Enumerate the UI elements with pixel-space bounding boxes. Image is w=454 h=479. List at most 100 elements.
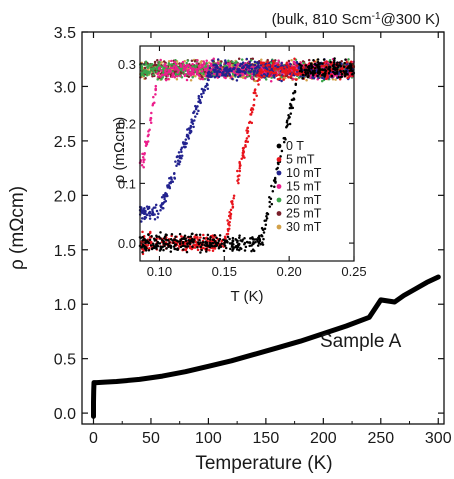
inset-data-point	[203, 244, 206, 247]
inset-data-point	[195, 62, 199, 65]
inset-data-point	[141, 230, 144, 234]
inset-data-point	[281, 70, 284, 74]
inset-data-point	[231, 236, 235, 240]
inset-data-point	[154, 203, 158, 207]
inset-data-point	[223, 239, 227, 242]
inset-data-point	[151, 208, 154, 211]
inset-data-point	[277, 59, 280, 62]
inset-data-point	[307, 74, 310, 78]
legend-marker	[276, 143, 282, 149]
inset-data-point	[173, 247, 176, 251]
inset-data-point	[262, 65, 265, 68]
inset-data-point	[177, 69, 180, 72]
inset-data-point	[192, 125, 195, 129]
inset-data-point	[152, 95, 155, 99]
inset-data-point	[182, 66, 186, 69]
inset-data-point	[156, 59, 159, 62]
inset-data-point	[186, 134, 190, 137]
inset-data-point	[256, 244, 260, 247]
inset-data-point	[317, 68, 320, 72]
inset-data-point	[200, 95, 204, 99]
inset-data-point	[224, 76, 227, 80]
inset-data-point	[255, 94, 258, 97]
inset-data-point	[269, 197, 273, 201]
inset-data-point	[232, 70, 235, 74]
legend-label: 15 mT	[286, 180, 322, 194]
inset-data-point	[278, 77, 282, 81]
inset-data-point	[205, 250, 208, 253]
inset-data-point	[232, 196, 235, 200]
inset-data-point	[289, 66, 293, 70]
inset-data-point	[200, 248, 203, 252]
inset-data-point	[219, 61, 222, 65]
inset-data-point	[229, 68, 232, 71]
inset-data-point	[204, 85, 207, 89]
inset-data-point	[181, 241, 185, 245]
inset-data-point	[245, 240, 249, 244]
inset-data-point	[160, 77, 163, 81]
inset-data-point	[209, 68, 213, 72]
inset-data-point	[195, 67, 198, 71]
inset-data-point	[177, 151, 181, 154]
inset-data-point	[200, 92, 203, 96]
inset-data-point	[340, 72, 344, 76]
inset-data-point	[285, 124, 289, 128]
inset-data-point	[309, 72, 313, 75]
inset-data-point	[169, 244, 172, 248]
inset-data-point	[176, 248, 180, 251]
inset-data-point	[140, 163, 144, 167]
sample-label: Sample A	[320, 331, 402, 352]
inset-data-point	[338, 63, 342, 67]
inset-data-point	[287, 71, 290, 75]
inset-data-point	[199, 241, 202, 244]
inset-data-point	[192, 111, 195, 114]
inset-data-point	[331, 77, 335, 81]
inset-data-point	[248, 120, 252, 124]
inset-data-point	[187, 75, 191, 79]
inset-data-point	[184, 142, 187, 146]
inset-data-point	[290, 98, 294, 102]
inset-data-point	[182, 237, 185, 240]
inset-data-point	[195, 63, 199, 67]
inset-data-point	[252, 238, 255, 241]
inset-data-point	[189, 124, 193, 128]
inset-data-point	[280, 61, 283, 65]
inset-data-point	[249, 108, 253, 112]
inset-data-point	[294, 78, 298, 82]
inset-data-point	[235, 65, 238, 69]
main-axis-ticks: 0 50 100 150 200 250 300 0.0 0.5 1.0 1.5 2.0 2.5 3.0 3…	[54, 25, 452, 447]
inset-data-point	[245, 57, 249, 61]
inset-data-point	[246, 126, 250, 129]
inset-data-point	[164, 78, 168, 82]
inset-data-point	[149, 116, 152, 120]
inset-data-point	[346, 66, 349, 70]
inset-data-point	[228, 63, 231, 67]
inset-data-point	[228, 211, 231, 214]
inset-data-point	[202, 91, 205, 95]
main-x-tick-label: 250	[367, 430, 394, 447]
main-x-tick-label: 100	[195, 430, 222, 447]
inset-data-point	[155, 247, 158, 250]
inset-data-point	[284, 70, 288, 74]
inset-data-point	[217, 75, 221, 78]
inset-data-point	[200, 70, 204, 73]
inset-data-point	[141, 250, 144, 254]
inset-data-point	[237, 67, 241, 71]
inset-data-point	[332, 63, 336, 66]
inset-data-point	[214, 66, 217, 69]
inset-data-point	[206, 87, 210, 90]
inset-data-point	[164, 242, 167, 246]
inset-data-point	[172, 241, 175, 245]
inset-data-point	[289, 104, 292, 107]
inset-data-point	[199, 236, 202, 239]
inset-data-point	[167, 244, 170, 247]
inset-data-point	[167, 183, 170, 187]
inset-data-point	[150, 111, 153, 115]
inset-data-point	[287, 114, 290, 117]
inset-data-point	[169, 246, 173, 250]
inset-data-point	[304, 64, 308, 67]
main-y-tick-label: 3.5	[54, 25, 76, 42]
inset-data-point	[271, 189, 275, 193]
inset-data-point	[310, 66, 313, 70]
